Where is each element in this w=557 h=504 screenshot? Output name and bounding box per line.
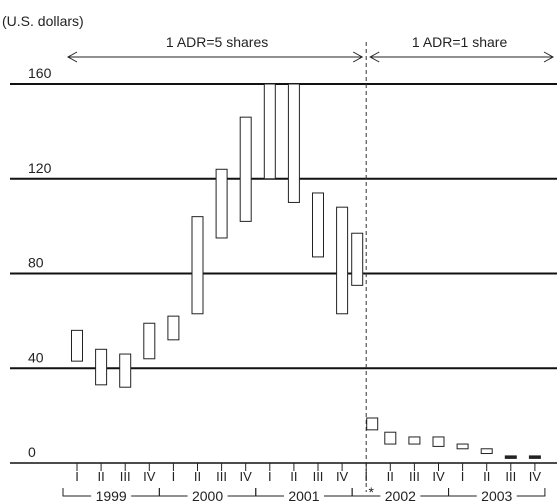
price-range-bars [71,83,541,459]
range-bar-2003-I [456,443,469,450]
split-marker: * [368,484,374,500]
quarter-label: III [313,469,324,484]
year-bracket-right [516,488,546,497]
range-bar-2000-II [191,216,204,315]
quarter-label: I [75,469,79,484]
quarter-label: IV [240,469,253,484]
period-2-arrow-head-right [543,51,555,63]
quarter-label: I [268,469,272,484]
range-bar-2001-I [263,83,276,180]
year-bracket-left [62,488,92,497]
quarter-label: I [461,469,465,484]
quarter-label: III [120,469,131,484]
range-bar-1999-III [119,353,132,388]
y-tick-label: 80 [28,255,44,271]
y-tick-label: 160 [28,65,52,81]
year-bracket-right [227,488,257,497]
year-bracket-left [351,488,381,497]
range-bar-2000-III [215,168,228,239]
quarter-label: III [216,469,227,484]
range-bar-1999-II [95,348,108,386]
quarter-label: II [290,469,297,484]
range-bar-2001-III [312,192,324,258]
range-bar-2002-I [366,417,379,431]
year-bracket-right [323,488,353,497]
range-bar-2002-III [408,436,421,445]
share-ratio-arrows: 1 ADR=5 shares 1 ADR=1 share [66,34,555,63]
y-tick-labels: 0 40 80 120 160 [28,65,52,460]
range-bar-2001-IV [336,206,349,315]
range-bar-1999-I [71,329,83,362]
year-bracket-left [255,488,284,497]
year-label: 2003 [481,488,512,504]
range-bar-2003-IV [528,455,541,459]
quarter-label: II [194,469,201,484]
period-2-label: 1 ADR=1 share [412,34,508,50]
year-label: 2002 [385,488,416,504]
gridlines [10,83,557,464]
range-bar-2000-I [167,315,180,341]
period-2-arrow-head-left [369,51,380,63]
range-bar-2003-III [504,455,517,459]
quarter-label: I [364,469,368,484]
quarter-label: IV [336,469,349,484]
quarter-label: II [97,469,104,484]
quarter-label: II [483,469,490,484]
y-axis-label: (U.S. dollars) [2,13,84,29]
year-bracket-right [420,488,449,497]
range-bar-2002-II [384,431,397,445]
range-bar-2003-II [480,448,493,455]
year-bracket-left [158,488,188,497]
quarter-label: II [387,469,394,484]
year-label: 2001 [288,488,319,504]
range-bar-2002-I [351,232,364,286]
x-axis: I II III IV I II III IV I II III IV I II III IV I II III IV… [62,463,546,504]
quarter-label: IV [529,469,542,484]
range-bar-2000-IV [239,116,252,222]
y-tick-label: 120 [28,160,52,176]
year-label: 2000 [192,488,223,504]
range-bar-1999-IV [143,322,156,360]
period-1-arrow-head-right [352,51,364,63]
quarter-label: I [172,469,176,484]
quarter-label: III [409,469,420,484]
range-bar-2002-IV [432,436,445,447]
period-1-arrow-head-left [66,51,78,63]
year-bracket-right [131,488,160,497]
quarter-label: IV [432,469,445,484]
quarter-label: III [505,469,516,484]
quarter-label: IV [143,469,156,484]
y-tick-label: 0 [28,444,36,460]
y-tick-label: 40 [28,349,44,365]
year-label: 1999 [96,488,127,504]
range-bar-2001-II [287,83,300,203]
year-bracket-left [448,488,477,497]
period-1-label: 1 ADR=5 shares [166,34,268,50]
